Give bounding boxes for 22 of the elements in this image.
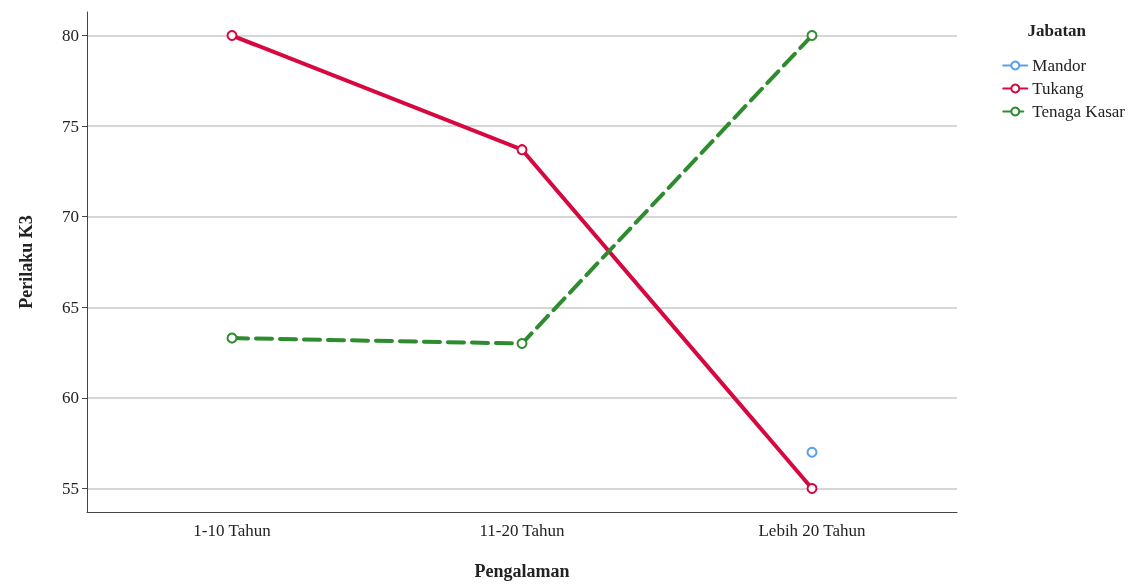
x-axis-title: Pengalaman xyxy=(474,561,570,581)
point xyxy=(806,30,818,42)
point xyxy=(516,338,528,350)
legend-title: Jabatan xyxy=(1027,21,1087,40)
y-axis-title: Perilaku K3 xyxy=(16,215,36,309)
y-tick-label: 65 xyxy=(62,297,79,317)
y-tick-label: 80 xyxy=(62,26,79,46)
point xyxy=(226,332,238,344)
point xyxy=(516,144,528,156)
x-tick-label: 1-10 Tahun xyxy=(193,521,272,540)
y-tick-label: 70 xyxy=(62,207,79,227)
legend-label: Tenaga Kasar xyxy=(1032,102,1126,121)
x-tick-label: 11-20 Tahun xyxy=(479,521,566,540)
y-tick-label: 60 xyxy=(62,388,79,408)
point xyxy=(806,446,818,458)
legend-label: Mandor xyxy=(1032,56,1087,75)
y-tick-label: 75 xyxy=(62,116,79,136)
y-tick-label: 55 xyxy=(62,478,79,498)
point xyxy=(806,482,818,494)
legend-label: Tukang xyxy=(1032,79,1085,98)
point xyxy=(226,30,238,42)
x-tick-label: Lebih 20 Tahun xyxy=(758,521,867,540)
